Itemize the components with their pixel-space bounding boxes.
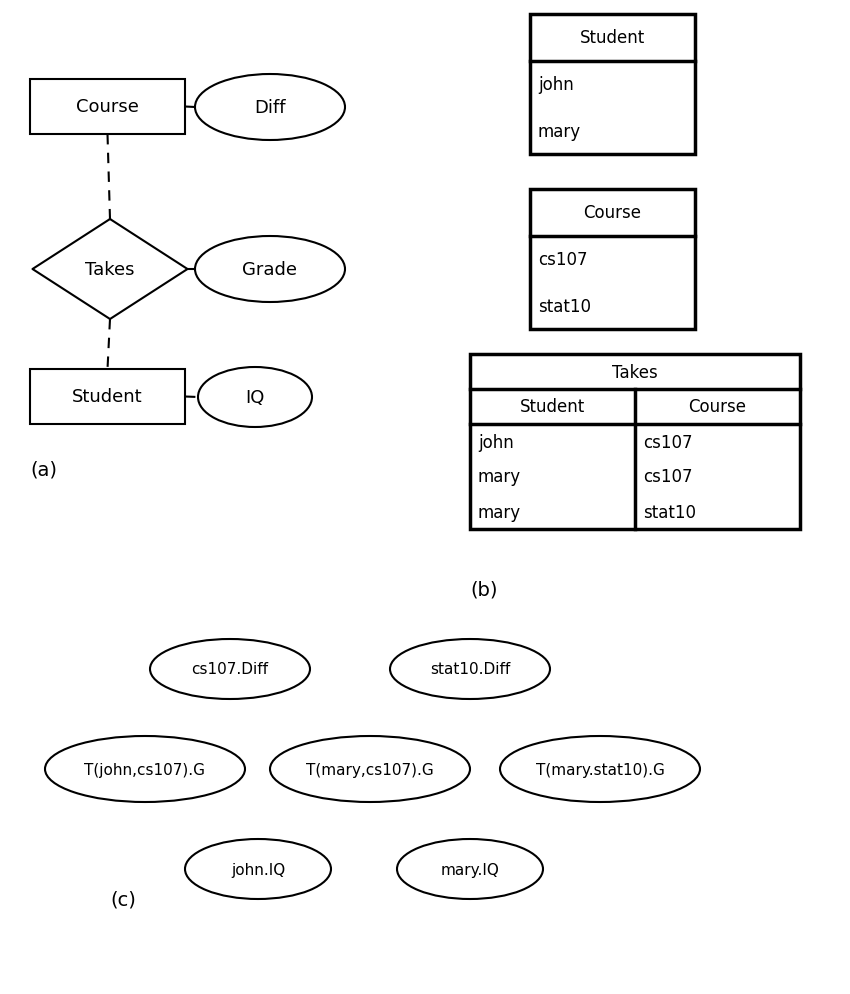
Text: cs107: cs107 bbox=[643, 468, 693, 486]
Text: cs107: cs107 bbox=[538, 250, 587, 268]
Bar bbox=[530, 15, 695, 155]
Text: Course: Course bbox=[688, 399, 746, 416]
Text: (a): (a) bbox=[30, 459, 57, 478]
Bar bbox=[470, 355, 800, 530]
Ellipse shape bbox=[390, 639, 550, 700]
Text: mary: mary bbox=[478, 503, 521, 521]
Text: john.IQ: john.IQ bbox=[231, 862, 285, 877]
Text: cs107: cs107 bbox=[643, 433, 693, 451]
Text: stat10.Diff: stat10.Diff bbox=[430, 662, 510, 677]
Text: stat10: stat10 bbox=[643, 503, 696, 521]
Text: (b): (b) bbox=[470, 580, 497, 598]
Ellipse shape bbox=[500, 737, 700, 802]
Text: T(mary.stat10).G: T(mary.stat10).G bbox=[536, 761, 665, 776]
Text: Course: Course bbox=[76, 98, 139, 116]
Text: mary: mary bbox=[478, 468, 521, 486]
Text: Takes: Takes bbox=[85, 260, 135, 278]
Ellipse shape bbox=[150, 639, 310, 700]
Text: john: john bbox=[538, 76, 574, 93]
Bar bbox=[30, 80, 185, 135]
Text: cs107.Diff: cs107.Diff bbox=[191, 662, 269, 677]
Text: (c): (c) bbox=[110, 890, 136, 909]
Text: Student: Student bbox=[520, 399, 585, 416]
Text: Student: Student bbox=[580, 29, 645, 48]
Bar bbox=[30, 370, 185, 424]
Text: Takes: Takes bbox=[612, 363, 658, 381]
Ellipse shape bbox=[45, 737, 245, 802]
Ellipse shape bbox=[270, 737, 470, 802]
Ellipse shape bbox=[397, 839, 543, 900]
Text: mary: mary bbox=[538, 122, 581, 140]
Ellipse shape bbox=[198, 368, 312, 427]
Text: stat10: stat10 bbox=[538, 297, 591, 315]
Text: mary.IQ: mary.IQ bbox=[440, 862, 500, 877]
Text: Student: Student bbox=[72, 388, 143, 407]
Text: john: john bbox=[478, 433, 513, 451]
Text: Course: Course bbox=[583, 204, 642, 222]
Text: Diff: Diff bbox=[254, 98, 286, 117]
Bar bbox=[530, 190, 695, 330]
Text: Grade: Grade bbox=[242, 260, 298, 278]
Ellipse shape bbox=[195, 75, 345, 141]
Ellipse shape bbox=[195, 237, 345, 303]
Text: T(john,cs107).G: T(john,cs107).G bbox=[84, 761, 206, 776]
Text: IQ: IQ bbox=[246, 389, 264, 407]
Ellipse shape bbox=[185, 839, 331, 900]
Text: T(mary,cs107).G: T(mary,cs107).G bbox=[306, 761, 434, 776]
